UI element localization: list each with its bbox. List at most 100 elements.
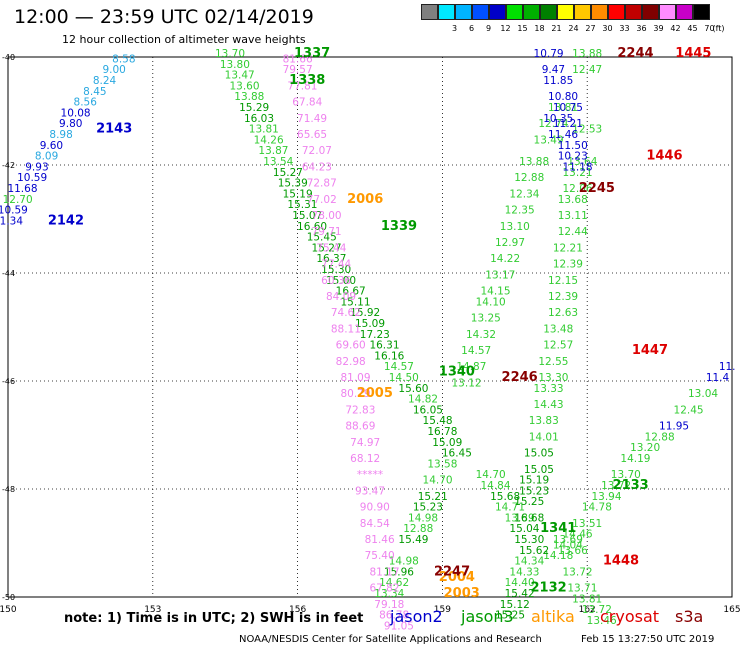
legend-swatch (421, 4, 438, 20)
pass-time-label: 2142 (48, 213, 84, 228)
legend-label: 33 (619, 24, 630, 33)
swh-value: 13.68 (558, 194, 588, 206)
swh-value: 88.69 (345, 421, 375, 433)
swh-value: 11.21 (553, 118, 583, 130)
y-tick-label: -44 (2, 269, 15, 278)
swh-value: 11.46 (548, 129, 578, 141)
swh-value: 11.18 (563, 161, 593, 173)
y-tick-label: -48 (2, 485, 15, 494)
swh-value: 13.70 (215, 48, 245, 60)
satellite-name: s3a (675, 607, 704, 626)
x-tick-label: 150 (0, 605, 17, 615)
swh-value: 15.68 (490, 491, 520, 503)
swh-value: 14.19 (620, 453, 650, 465)
swh-value: 13.81 (548, 102, 578, 114)
pass-time-label: 2003 (444, 586, 480, 601)
swh-value: 84.09 (326, 291, 356, 303)
swh-value: 12.44 (558, 226, 588, 238)
legend-label: 21 (551, 24, 562, 33)
swh-value: 12.74 (538, 118, 568, 130)
swh-value: 65.65 (297, 129, 327, 141)
legend-label: 3 (451, 24, 458, 33)
swh-value: 74.62 (331, 307, 361, 319)
swh-value: 77.02 (307, 194, 337, 206)
swh-value: 13.12 (452, 377, 482, 389)
swh-value: 12.47 (572, 64, 602, 76)
generation-timestamp: Feb 15 13:27:50 UTC 2019 (581, 634, 715, 645)
swh-value: 79.71 (312, 226, 342, 238)
swh-value: 13.20 (630, 442, 660, 454)
swh-value: 12.63 (548, 307, 578, 319)
swh-value: 15.07 (292, 210, 322, 222)
swh-value: 9.60 (40, 140, 63, 152)
swh-value: 10.23 (558, 151, 588, 163)
legend-label: 39 (653, 24, 664, 33)
swh-value: 14.01 (529, 431, 559, 443)
swh-value: 16.78 (427, 426, 457, 438)
satellite-name: cryosat (600, 607, 660, 626)
swh-value: 17.23 (360, 329, 390, 341)
pass-time-label: 2005 (357, 386, 393, 401)
swh-value: 16.16 (374, 350, 404, 362)
swh-value: 13.89 (505, 512, 535, 524)
swh-value: 75.44 (316, 242, 346, 254)
swh-value: 15.00 (326, 275, 356, 287)
satellite-name: altika (531, 607, 575, 626)
y-tick-label: -46 (2, 377, 15, 386)
swh-value: 14.78 (582, 502, 612, 514)
pass-time-label: 1339 (381, 219, 417, 234)
swh-value: 10.08 (61, 107, 91, 119)
pass-time-label: 1340 (439, 365, 475, 380)
swh-value: 81.09 (340, 372, 370, 384)
swh-value: 13.94 (591, 491, 621, 503)
swh-value: 14.50 (389, 372, 419, 384)
swh-value: 12.88 (403, 523, 433, 535)
legend-label: (ft) (712, 24, 725, 33)
swh-value: 13.47 (225, 70, 255, 82)
legend-label: 30 (602, 24, 613, 33)
legend-swatch (625, 4, 642, 20)
swh-value: 14.87 (456, 361, 486, 373)
pass-time-label: 2143 (96, 122, 132, 137)
swh-value: 14.34 (514, 556, 544, 568)
swh-value: 12.55 (538, 356, 568, 368)
swh-value: 81.46 (365, 534, 395, 546)
swh-value: 13.70 (611, 469, 641, 481)
swh-value: 15.21 (418, 491, 448, 503)
credit-line: NOAA/NESDIS Center for Satellite Applica… (239, 634, 542, 645)
swh-value: 13.34 (374, 588, 404, 600)
swh-value: 13.81 (572, 593, 602, 605)
swh-value: 72.87 (307, 178, 337, 190)
swh-value: 10.59 (17, 172, 47, 184)
pass-time-label: 1337 (294, 46, 330, 61)
chart-subtitle: 12 hour collection of altimeter wave hei… (62, 33, 306, 46)
swh-value: ***** (357, 469, 383, 481)
swh-value: 13.54 (263, 156, 293, 168)
swh-value: 13.17 (485, 269, 515, 281)
swh-value: 8.45 (83, 86, 106, 98)
swh-value: 16.05 (413, 404, 443, 416)
swh-value: 11.95 (659, 421, 689, 433)
legend-swatch (455, 4, 472, 20)
pass-time-label: 2247 (434, 564, 470, 579)
swh-value: 14.98 (408, 512, 438, 524)
swh-value: 11. (719, 361, 736, 373)
swh-value: 60.36 (321, 275, 351, 287)
swh-value: 14.32 (466, 329, 496, 341)
swh-value: 13.21 (563, 167, 593, 179)
swh-value: 90.90 (360, 502, 390, 514)
pass-time-label: 2004 (439, 570, 475, 585)
legend-swatch (438, 4, 455, 20)
plot-frame (7, 56, 733, 598)
swh-value: 8.98 (49, 129, 72, 141)
swh-value: 12.39 (553, 259, 583, 271)
swh-value: 9.93 (25, 161, 48, 173)
swh-value: 9.80 (59, 118, 82, 130)
swh-value: 9.00 (102, 64, 125, 76)
swh-value: 14.82 (408, 394, 438, 406)
swh-value: 13.04 (688, 388, 718, 400)
swh-value: 15.96 (384, 566, 414, 578)
legend-swatch (574, 4, 591, 20)
swh-value: 12.88 (645, 431, 675, 443)
swh-value: 12.39 (548, 291, 578, 303)
